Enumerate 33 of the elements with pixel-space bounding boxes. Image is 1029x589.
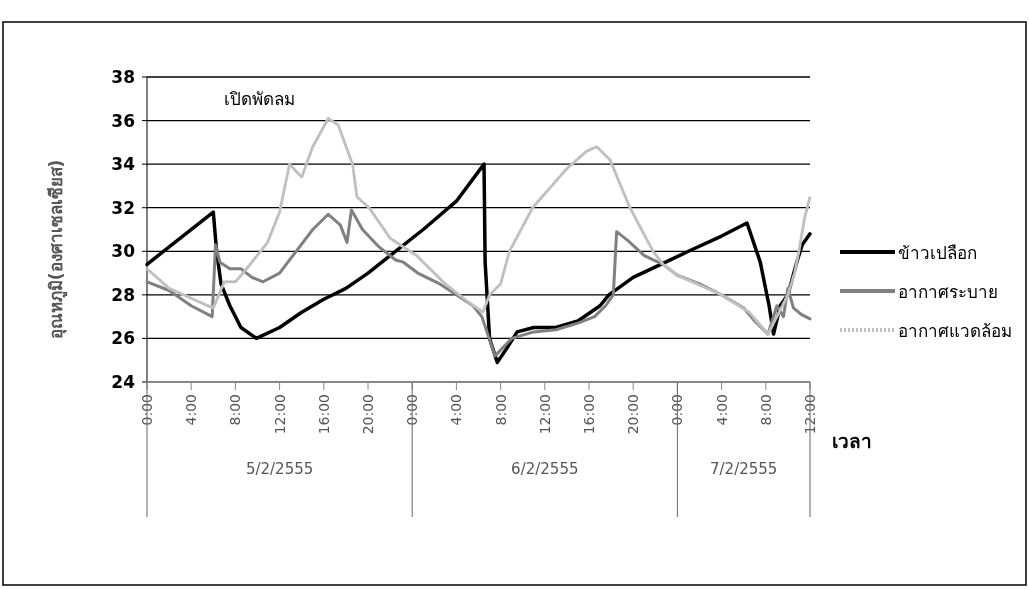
x-tick-label: 16:00	[581, 394, 597, 435]
x-tick-label: 4:00	[183, 394, 200, 426]
y-tick-label: 26	[111, 328, 135, 349]
x-axis-title: เวลา	[832, 430, 872, 452]
y-tick-label: 28	[111, 284, 135, 305]
legend-label: อากาศระบาย	[898, 282, 998, 302]
x-tick-label: 0:00	[404, 394, 421, 426]
x-tick-label: 12:00	[536, 394, 553, 435]
y-tick-label: 38	[111, 67, 135, 87]
x-tick-label: 16:00	[315, 394, 332, 435]
x-tick-label: 0:00	[139, 394, 155, 426]
x2-tick-label: 5/2/2555	[245, 460, 314, 478]
legend-label: อากาศแวดล้อม	[898, 321, 1012, 341]
y-tick-label: 36	[111, 110, 135, 131]
y-tick-label: 30	[111, 241, 136, 262]
y-axis-title: อุณหภูมิ(องศาเซลเซียส)	[46, 159, 68, 340]
x-tick-label: 20:00	[360, 394, 376, 435]
x2-tick-label: 6/2/2555	[511, 460, 579, 478]
y-tick-label: 32	[111, 197, 135, 218]
x-tick-label: 8:00	[757, 394, 774, 426]
x-tick-label: 12:00	[271, 394, 288, 435]
x-tick-label: 12:00	[802, 394, 818, 435]
x-tick-label: 20:00	[625, 394, 642, 435]
y-tick-label: 34	[111, 154, 136, 175]
x-tick-label: 0:00	[669, 394, 686, 426]
x-tick-label: 4:00	[448, 394, 465, 426]
legend-label: ข้าวเปลือก	[898, 243, 977, 263]
x-tick-label: 8:00	[227, 394, 244, 426]
x-tick-label: 4:00	[713, 394, 730, 426]
x-tick-label: 8:00	[492, 394, 509, 426]
y-tick-label: 24	[111, 372, 136, 392]
x2-tick-label: 7/2/2555	[710, 460, 778, 478]
annotation: เปิดพัดลม	[224, 89, 296, 109]
